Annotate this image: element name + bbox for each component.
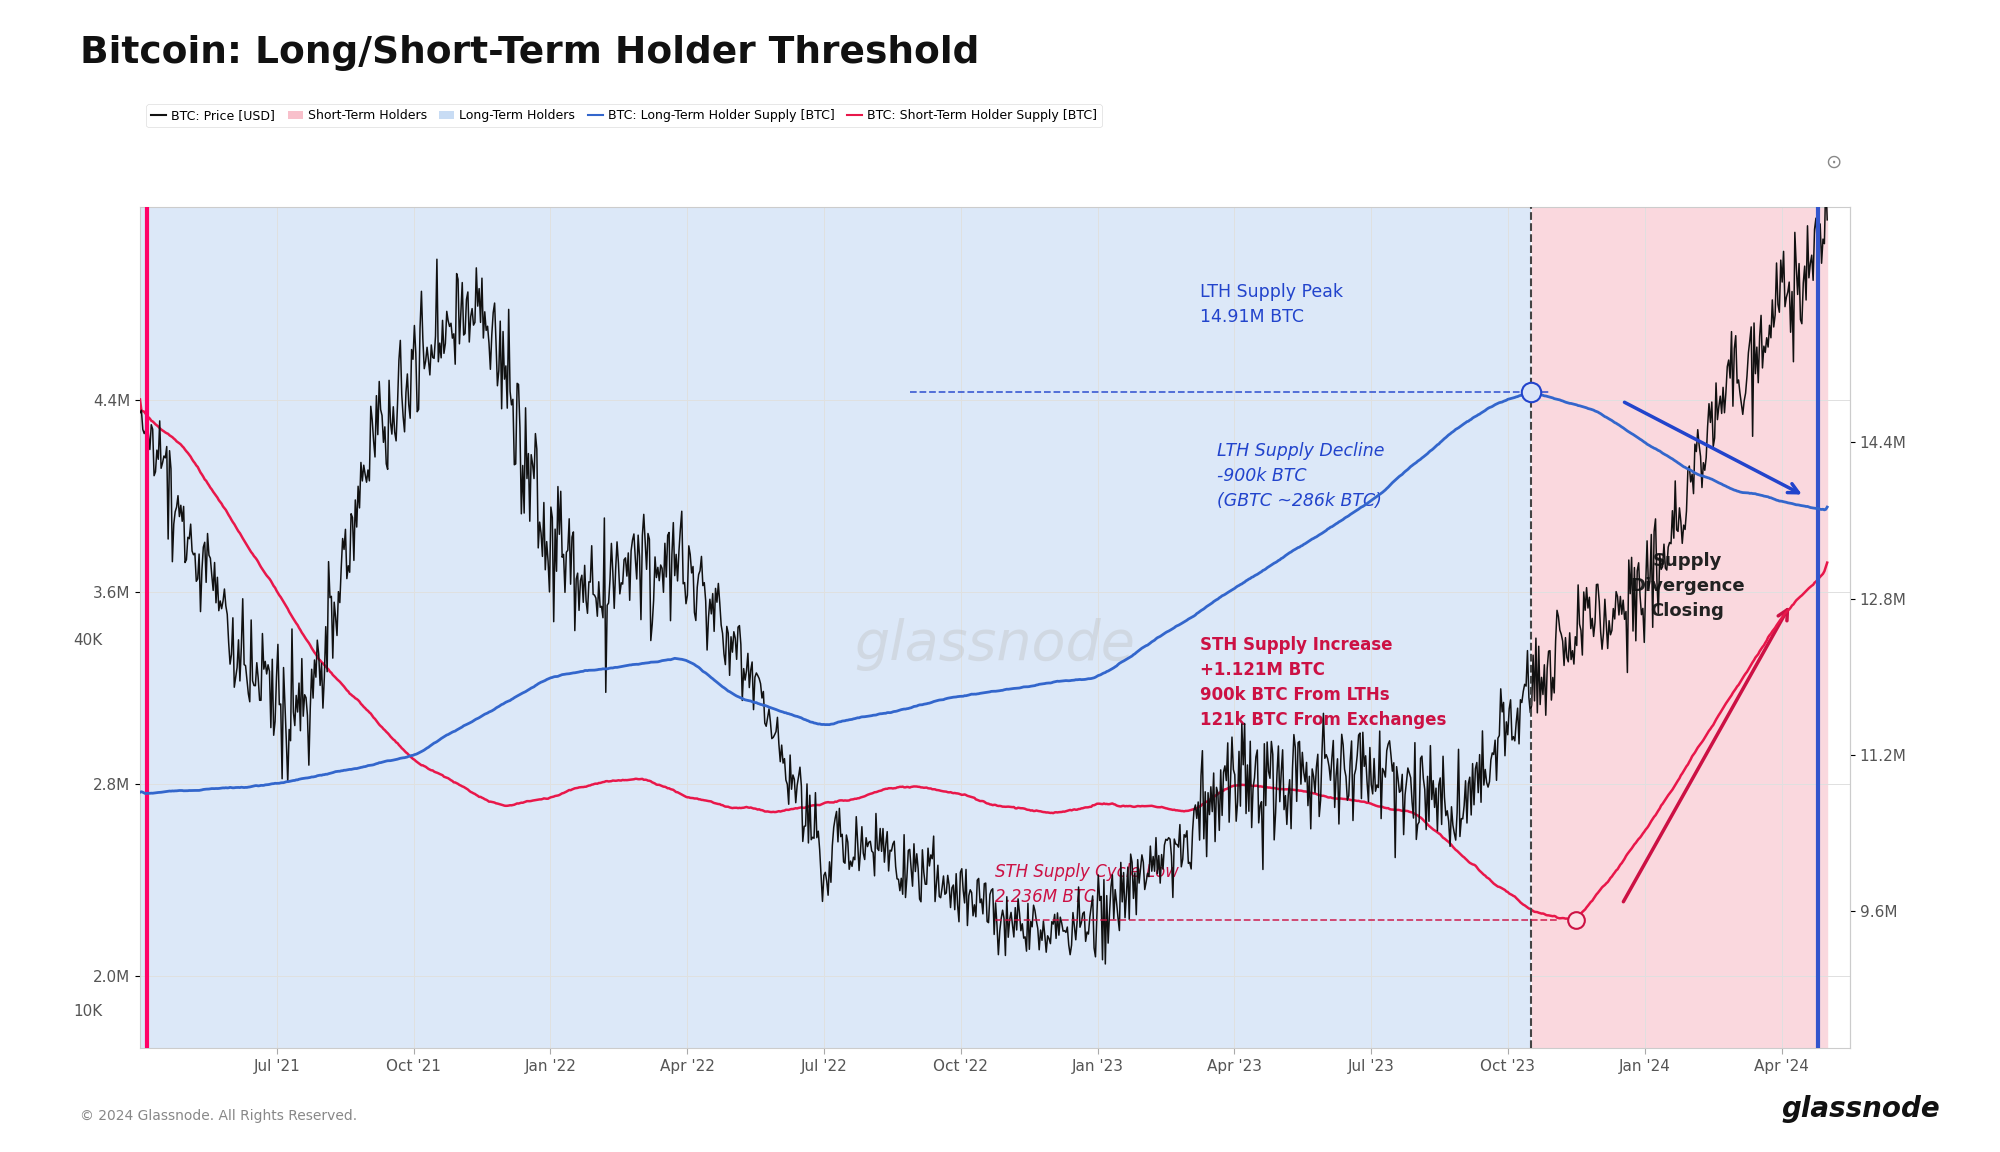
Text: 40K: 40K [74,632,102,647]
Text: glassnode: glassnode [1782,1096,1940,1123]
Text: STH Supply Cycle Low
2.236M BTC: STH Supply Cycle Low 2.236M BTC [996,863,1178,905]
Text: Bitcoin: Long/Short-Term Holder Threshold: Bitcoin: Long/Short-Term Holder Threshol… [80,35,980,70]
Text: © 2024 Glassnode. All Rights Reserved.: © 2024 Glassnode. All Rights Reserved. [80,1109,358,1123]
Text: LTH Supply Decline
-900k BTC
(GBTC ~286k BTC): LTH Supply Decline -900k BTC (GBTC ~286k… [1218,442,1384,510]
Text: STH Supply Increase
+1.121M BTC
900k BTC From LTHs
121k BTC From Exchanges: STH Supply Increase +1.121M BTC 900k BTC… [1200,636,1446,729]
Text: ⊙: ⊙ [1826,153,1842,172]
Text: 10K: 10K [74,1003,102,1018]
Text: glassnode: glassnode [854,619,1136,672]
Text: Supply
Divergence
Closing: Supply Divergence Closing [1630,552,1744,620]
Text: LTH Supply Peak
14.91M BTC: LTH Supply Peak 14.91M BTC [1200,282,1344,326]
Legend: BTC: Price [USD], Short-Term Holders, Long-Term Holders, BTC: Long-Term Holder S: BTC: Price [USD], Short-Term Holders, Lo… [146,105,1102,127]
